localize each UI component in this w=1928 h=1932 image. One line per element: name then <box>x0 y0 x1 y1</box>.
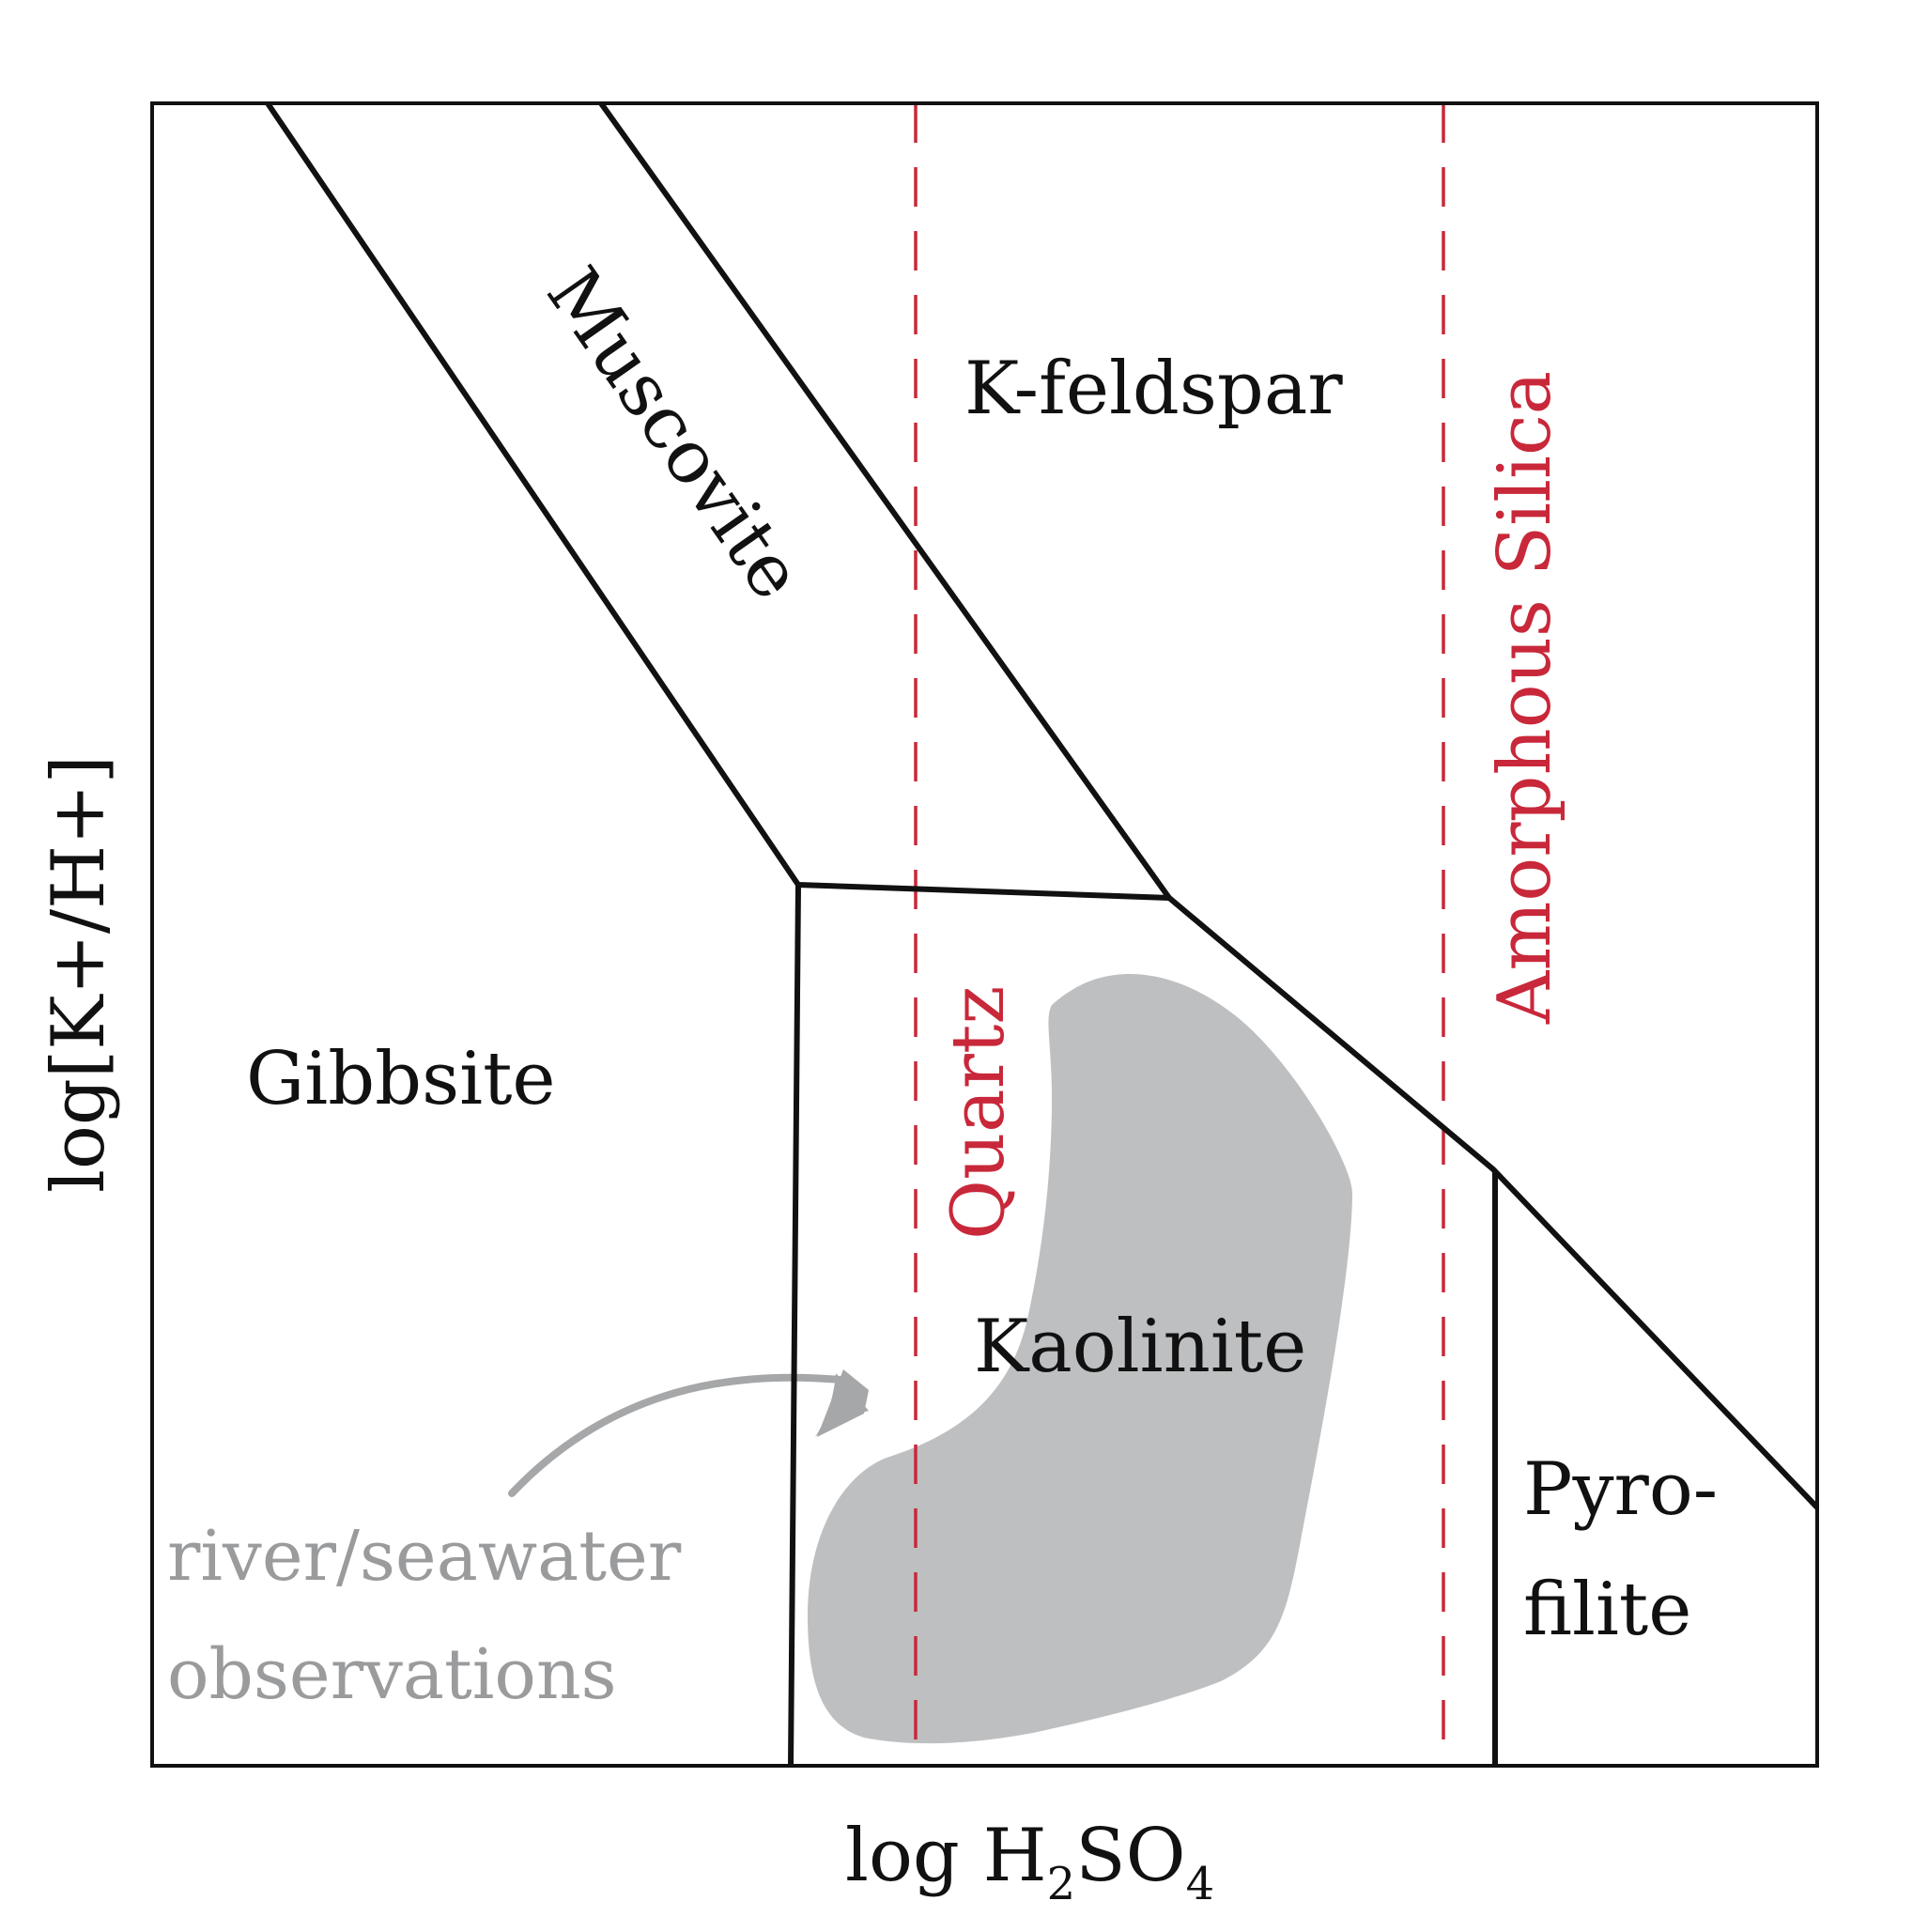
x-axis-label-mid: SO <box>1075 1814 1185 1898</box>
pyrofilite-label-line1: Pyro- <box>1523 1447 1718 1532</box>
observation-region <box>808 974 1352 1744</box>
x-axis-label-sub2: 4 <box>1186 1858 1215 1910</box>
pyrofilite-label-line2: filite <box>1523 1568 1691 1652</box>
phase-boundaries <box>265 101 1820 1767</box>
observation-arrow <box>508 1373 854 1497</box>
y-axis-label: log[K+/H+] <box>37 755 121 1193</box>
plot-frame <box>150 101 1819 1768</box>
quartz-label: Quartz <box>936 986 1021 1240</box>
gibbsite-kaolinite-boundary <box>788 884 801 1767</box>
x-axis-label: log H2SO4 <box>845 1814 1214 1910</box>
observation-arrowhead-tip <box>815 1373 869 1437</box>
k-feldspar-label: K-feldspar <box>964 347 1343 431</box>
muscovite-kfeldspar-boundary <box>598 101 1172 900</box>
muscovite-label: Muscovite <box>530 253 818 614</box>
x-axis-label-sub1: 2 <box>1047 1858 1076 1910</box>
gibbsite-label: Gibbsite <box>246 1037 556 1121</box>
observation-label-line2: observations <box>167 1634 617 1715</box>
amorphous-silica-label: Amorphous Silica <box>1483 371 1567 1025</box>
x-axis-label-prefix: log H <box>845 1814 1047 1898</box>
kaolinite-label: Kaolinite <box>974 1305 1306 1389</box>
observation-label-line1: river/seawater <box>167 1516 682 1597</box>
